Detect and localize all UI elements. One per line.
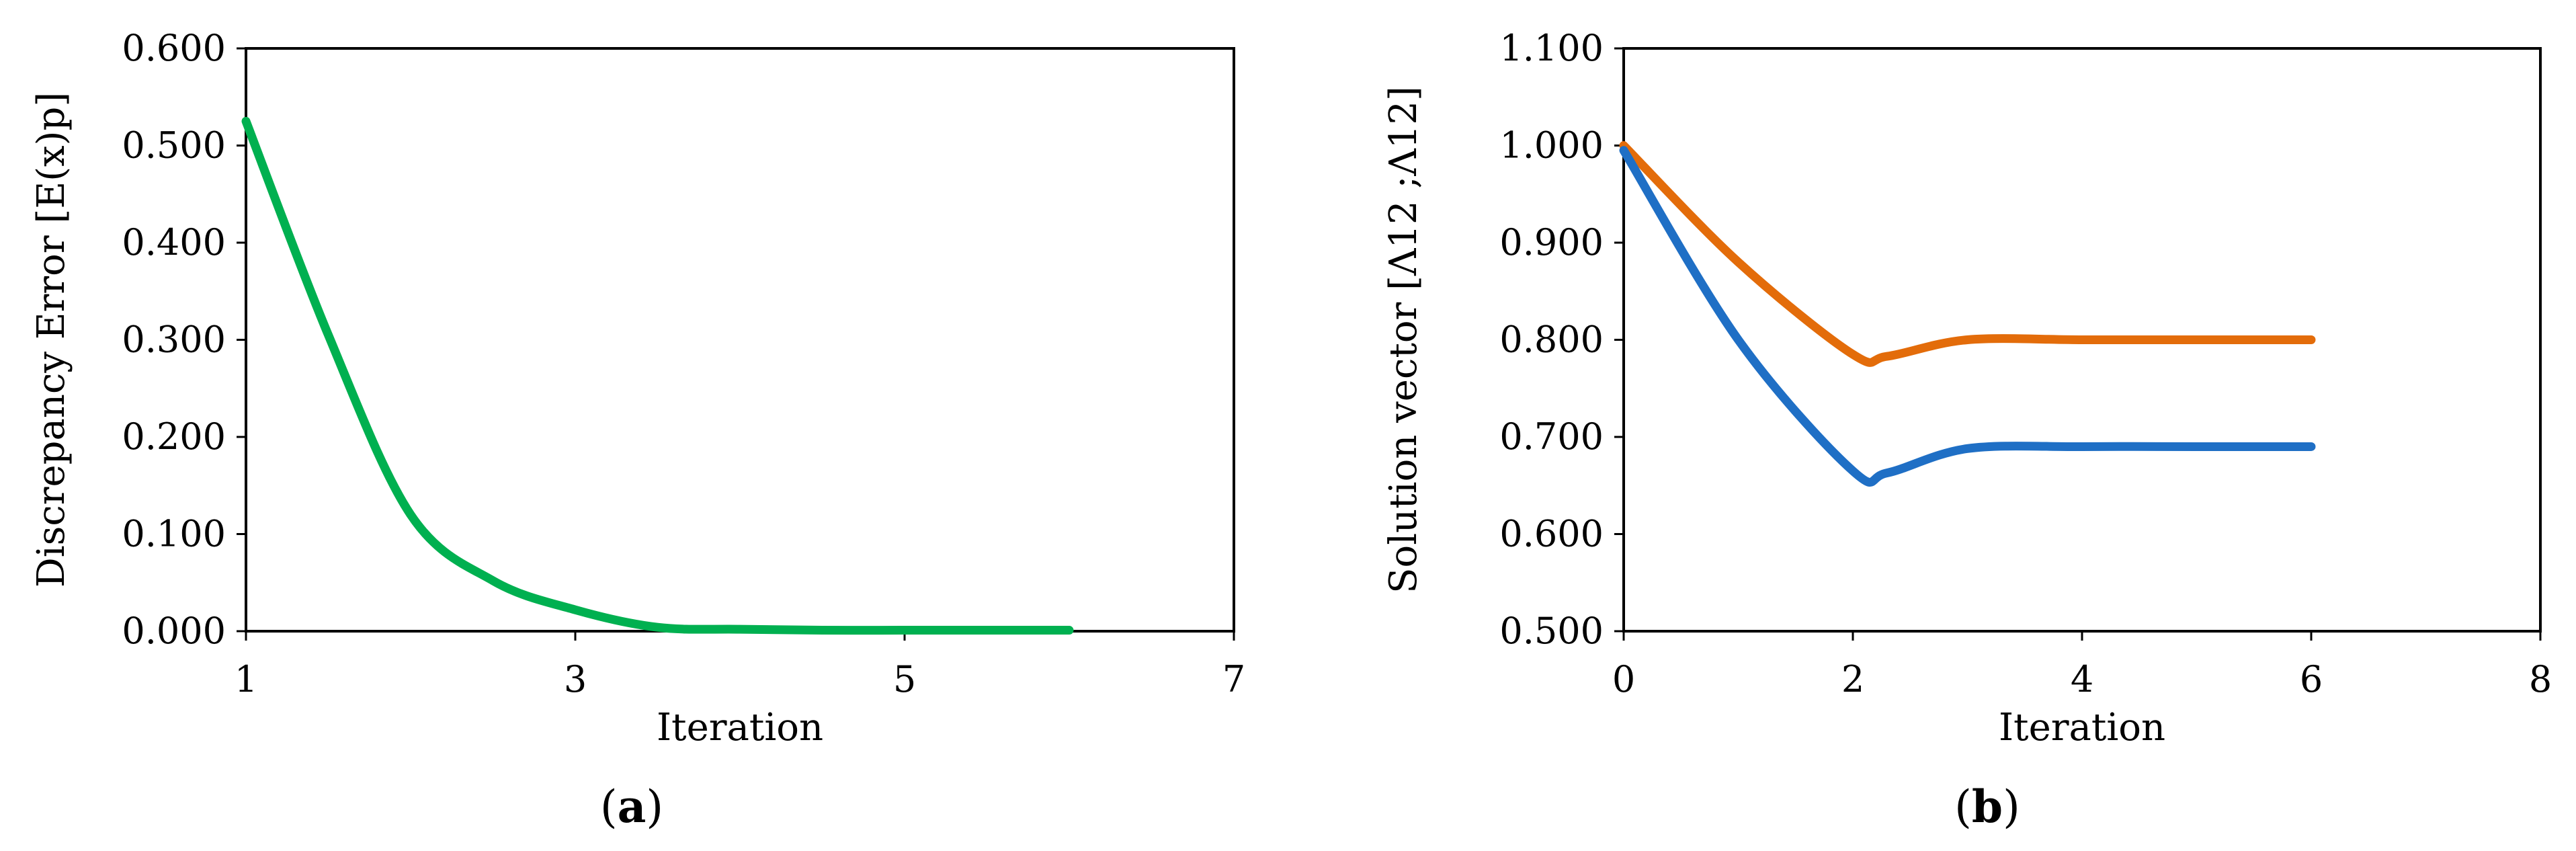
panel-label: (b) bbox=[1954, 780, 2020, 833]
y-tick-label: 0.300 bbox=[122, 319, 226, 361]
x-tick-label: 2 bbox=[1841, 658, 1864, 700]
y-tick-label: 0.200 bbox=[122, 415, 226, 458]
x-axis-label: Iteration bbox=[657, 706, 823, 749]
y-tick-label: 0.900 bbox=[1499, 221, 1604, 264]
x-tick-label: 3 bbox=[564, 658, 587, 700]
x-tick-label: 4 bbox=[2071, 658, 2093, 700]
y-tick-label: 0.600 bbox=[1499, 513, 1604, 555]
x-tick-label: 8 bbox=[2529, 658, 2552, 700]
y-tick-label: 0.800 bbox=[1499, 319, 1604, 361]
x-tick-label: 6 bbox=[2300, 658, 2323, 700]
y-tick-label: 1.000 bbox=[1499, 124, 1604, 167]
y-axis-label: Discrepancy Error [E(x)p] bbox=[30, 92, 73, 587]
y-tick-label: 0.000 bbox=[122, 610, 226, 652]
y-axis-label: Solution vector [Λ12 ;Λ12] bbox=[1382, 86, 1425, 594]
x-axis-label: Iteration bbox=[1999, 706, 2165, 749]
series-line-2 bbox=[1619, 146, 2316, 487]
chart-panel-a: 0.000 0.100 0.200 0.300 0.400 0.500 0.600 1 3 5 7 I… bbox=[30, 27, 1245, 833]
y-tick-label: 1.100 bbox=[1499, 27, 1604, 69]
y-tick-label: 0.500 bbox=[122, 124, 226, 167]
chart-panel-b: 0.500 0.600 0.700 0.800 0.900 1.000 1.100 0 2 4 6 8… bbox=[1382, 27, 2552, 833]
y-tick-label: 0.700 bbox=[1499, 415, 1604, 458]
x-tick-label: 0 bbox=[1612, 658, 1635, 700]
x-tick-label: 5 bbox=[893, 658, 916, 700]
plot-area-frame bbox=[245, 47, 1235, 633]
x-tick-label: 1 bbox=[235, 658, 257, 700]
x-tick-label: 7 bbox=[1222, 658, 1245, 700]
y-tick-label: 0.500 bbox=[1499, 610, 1604, 652]
y-tick-label: 0.600 bbox=[122, 27, 226, 69]
panel-label: (a) bbox=[600, 780, 663, 833]
series-line-1 bbox=[1619, 141, 2316, 367]
y-tick-label: 0.400 bbox=[122, 221, 226, 264]
y-tick-label: 0.100 bbox=[122, 513, 226, 555]
series-line-1 bbox=[241, 116, 1074, 635]
